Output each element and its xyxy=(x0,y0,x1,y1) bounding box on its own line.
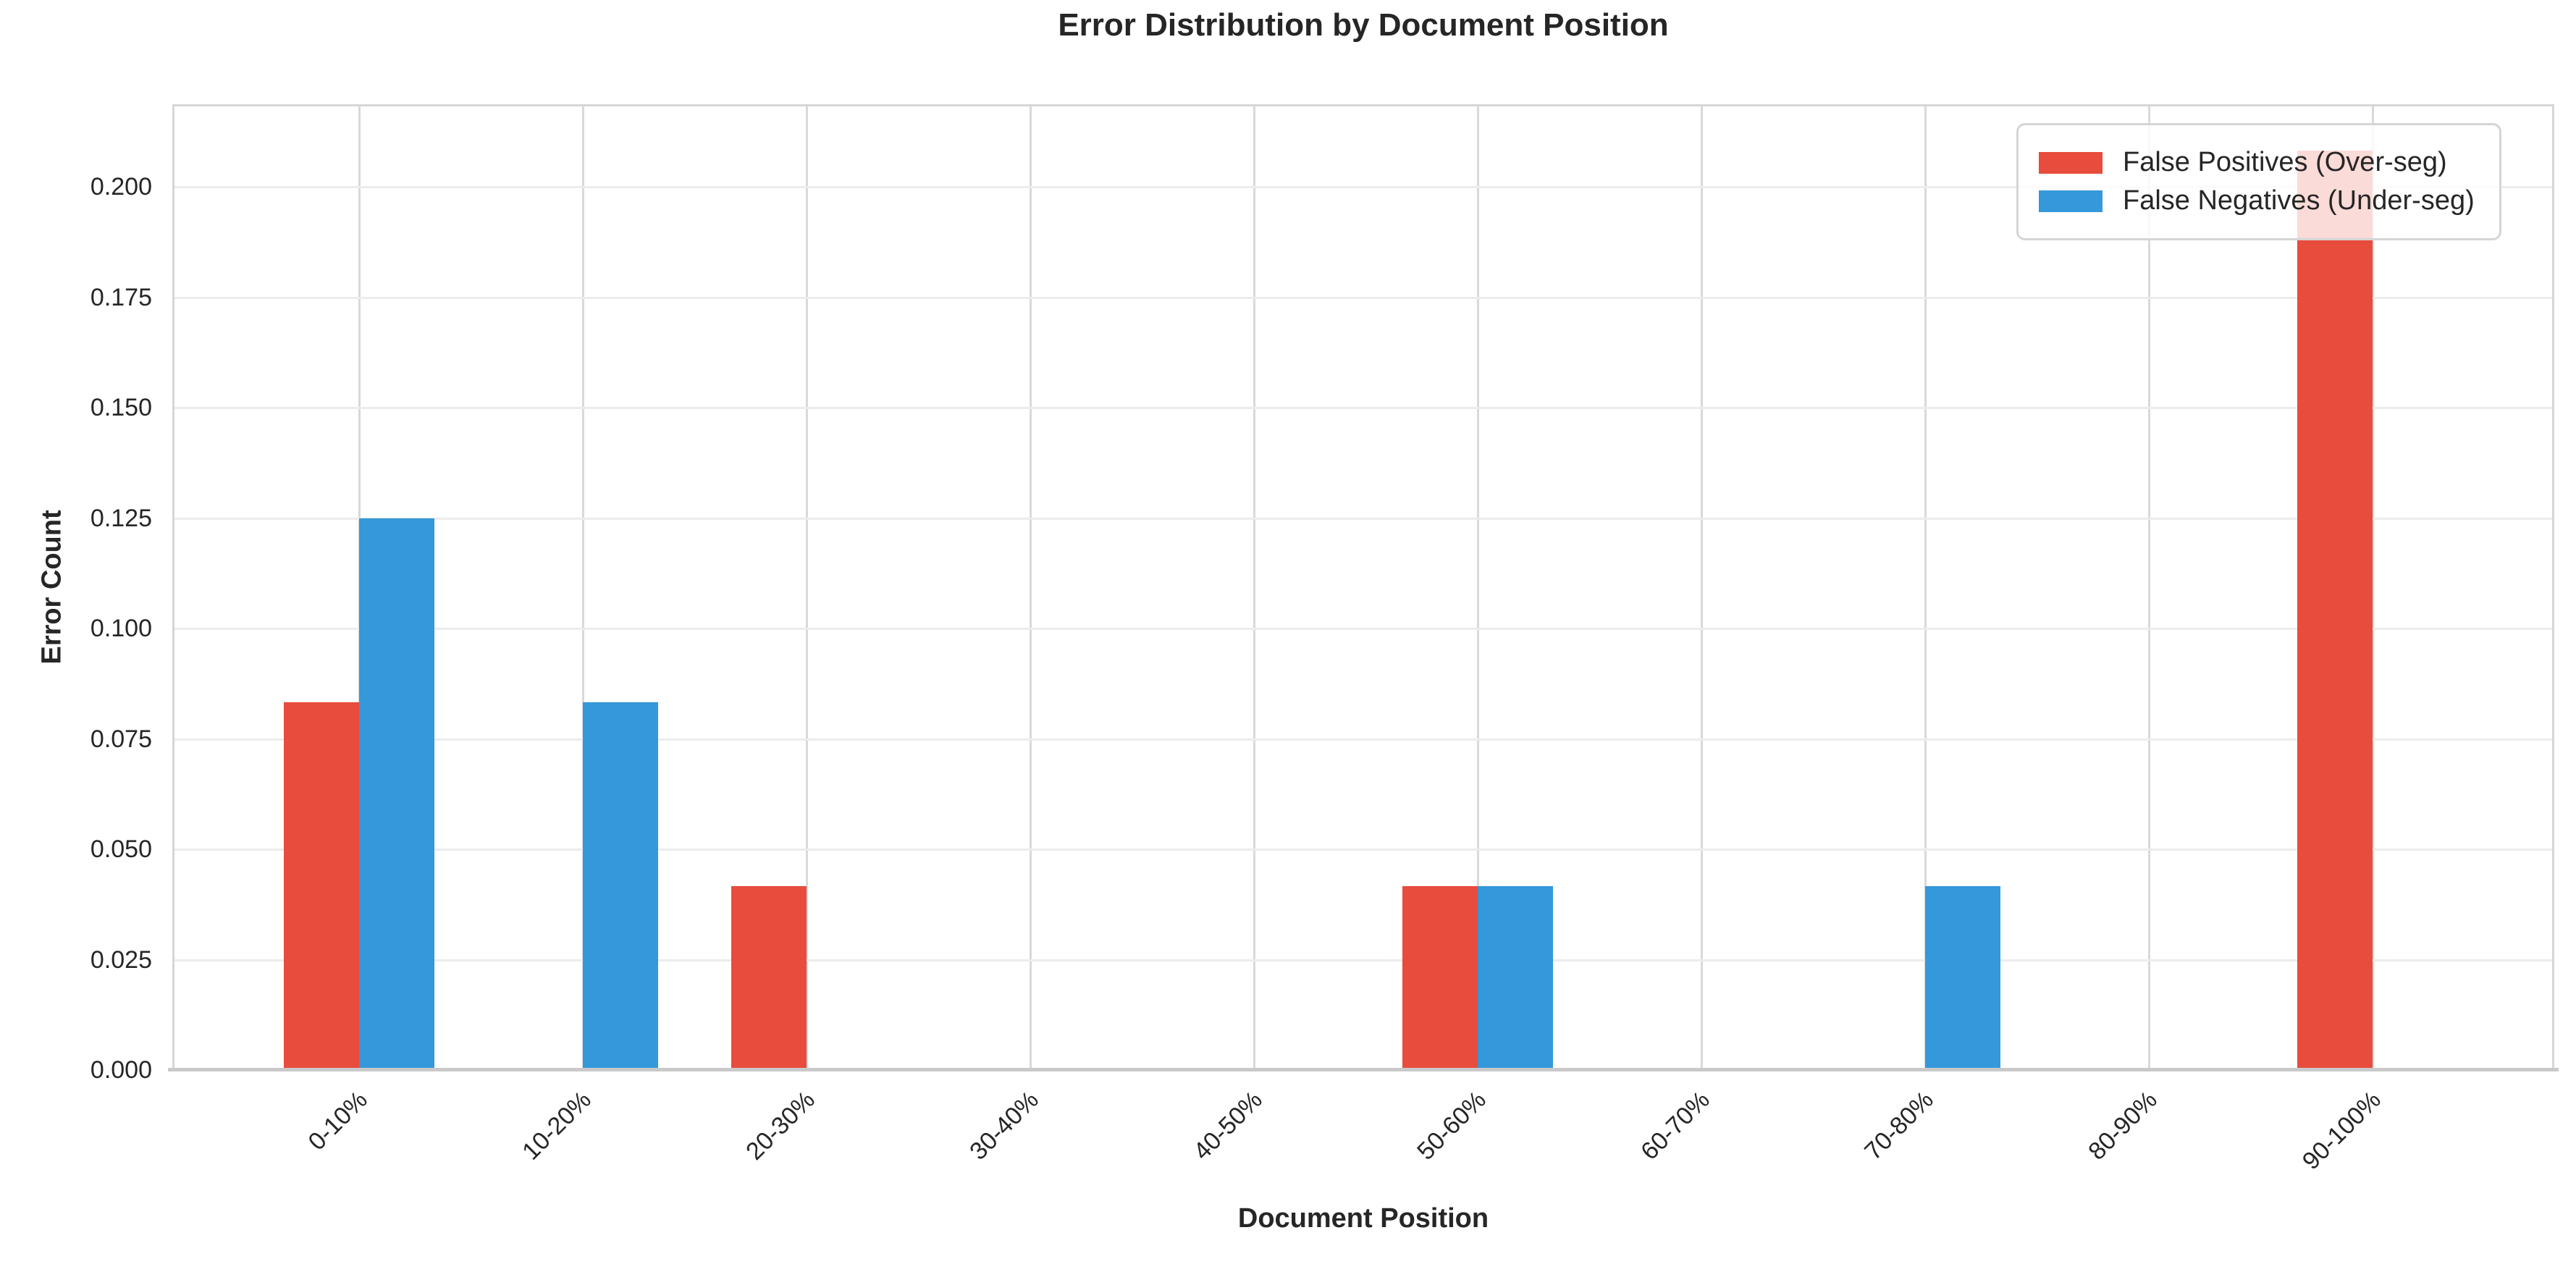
x-tick-label-30-40%: 30-40% xyxy=(964,1086,1044,1166)
y-tick-label-0.075: 0.075 xyxy=(90,725,152,753)
x-axis-label: Document Position xyxy=(1237,1203,1489,1234)
y-tick-label-0.125: 0.125 xyxy=(90,504,152,532)
legend: False Positives (Over-seg) False Negativ… xyxy=(2016,123,2501,240)
y-tick-label-0.025: 0.025 xyxy=(90,945,152,974)
y-tick-label-0.100: 0.100 xyxy=(90,615,152,643)
x-tick-label-90-100%: 90-100% xyxy=(2297,1086,2386,1176)
y-tick-label-0.050: 0.050 xyxy=(90,835,152,864)
x-tick-label-40-50%: 40-50% xyxy=(1188,1086,1268,1166)
y-tick-label-0.200: 0.200 xyxy=(90,173,152,201)
gridline-vertical-80-90% xyxy=(2148,104,2150,1070)
spine-right xyxy=(2552,104,2554,1070)
gridline-horizontal-0.100 xyxy=(172,628,2554,631)
bar-false-negatives-50-60% xyxy=(1478,885,1553,1070)
bar-false-positives-50-60% xyxy=(1402,885,1478,1070)
x-tick-label-20-30%: 20-30% xyxy=(741,1086,820,1166)
x-tick-label-0-10%: 0-10% xyxy=(303,1086,373,1156)
y-tick-label-0.000: 0.000 xyxy=(90,1056,152,1084)
bar-false-positives-0-10% xyxy=(284,702,359,1070)
gridline-horizontal-0.150 xyxy=(172,407,2554,410)
legend-row-false-positives: False Positives (Over-seg) xyxy=(2039,147,2475,178)
gridline-vertical-70-80% xyxy=(1924,104,1927,1070)
bar-false-positives-90-100% xyxy=(2297,150,2373,1070)
x-tick-label-70-80%: 70-80% xyxy=(1859,1086,1939,1166)
x-tick-label-50-60%: 50-60% xyxy=(1412,1086,1491,1166)
false-positives-swatch-icon xyxy=(2039,151,2103,174)
gridline-horizontal-0.075 xyxy=(172,738,2554,741)
spine-top xyxy=(172,104,2554,106)
x-tick-label-60-70%: 60-70% xyxy=(1636,1086,1715,1166)
gridline-vertical-40-50% xyxy=(1253,104,1255,1070)
legend-label-false-positives: False Positives (Over-seg) xyxy=(2123,147,2447,177)
legend-row-false-negatives: False Negatives (Under-seg) xyxy=(2039,185,2475,216)
x-tick-label-10-20%: 10-20% xyxy=(517,1086,597,1166)
gridline-vertical-30-40% xyxy=(1030,104,1032,1070)
plot-area xyxy=(172,104,2554,1070)
x-tick-label-80-90%: 80-90% xyxy=(2083,1086,2163,1166)
spine-left xyxy=(172,104,174,1070)
gridline-horizontal-0.050 xyxy=(172,848,2554,851)
gridline-horizontal-0.175 xyxy=(172,296,2554,299)
y-tick-label-0.175: 0.175 xyxy=(90,283,152,311)
gridline-vertical-20-30% xyxy=(806,104,808,1070)
bar-false-positives-20-30% xyxy=(731,885,807,1070)
x-axis-line xyxy=(168,1068,2559,1071)
gridline-vertical-50-60% xyxy=(1477,104,1479,1070)
chart-title: Error Distribution by Document Position xyxy=(1058,7,1669,43)
bar-false-negatives-0-10% xyxy=(359,518,434,1070)
legend-label-false-negatives: False Negatives (Under-seg) xyxy=(2123,185,2475,216)
y-tick-label-0.150: 0.150 xyxy=(90,394,152,422)
bar-false-negatives-70-80% xyxy=(1925,885,2000,1070)
gridline-horizontal-0.025 xyxy=(172,959,2554,961)
bar-false-negatives-10-20% xyxy=(583,702,658,1070)
gridline-vertical-10-20% xyxy=(582,104,584,1070)
gridline-horizontal-0.125 xyxy=(172,517,2554,520)
gridline-vertical-60-70% xyxy=(1701,104,1703,1070)
false-negatives-swatch-icon xyxy=(2039,190,2103,212)
gridline-vertical-90-100% xyxy=(2372,104,2374,1070)
gridline-horizontal-0.200 xyxy=(172,186,2554,189)
